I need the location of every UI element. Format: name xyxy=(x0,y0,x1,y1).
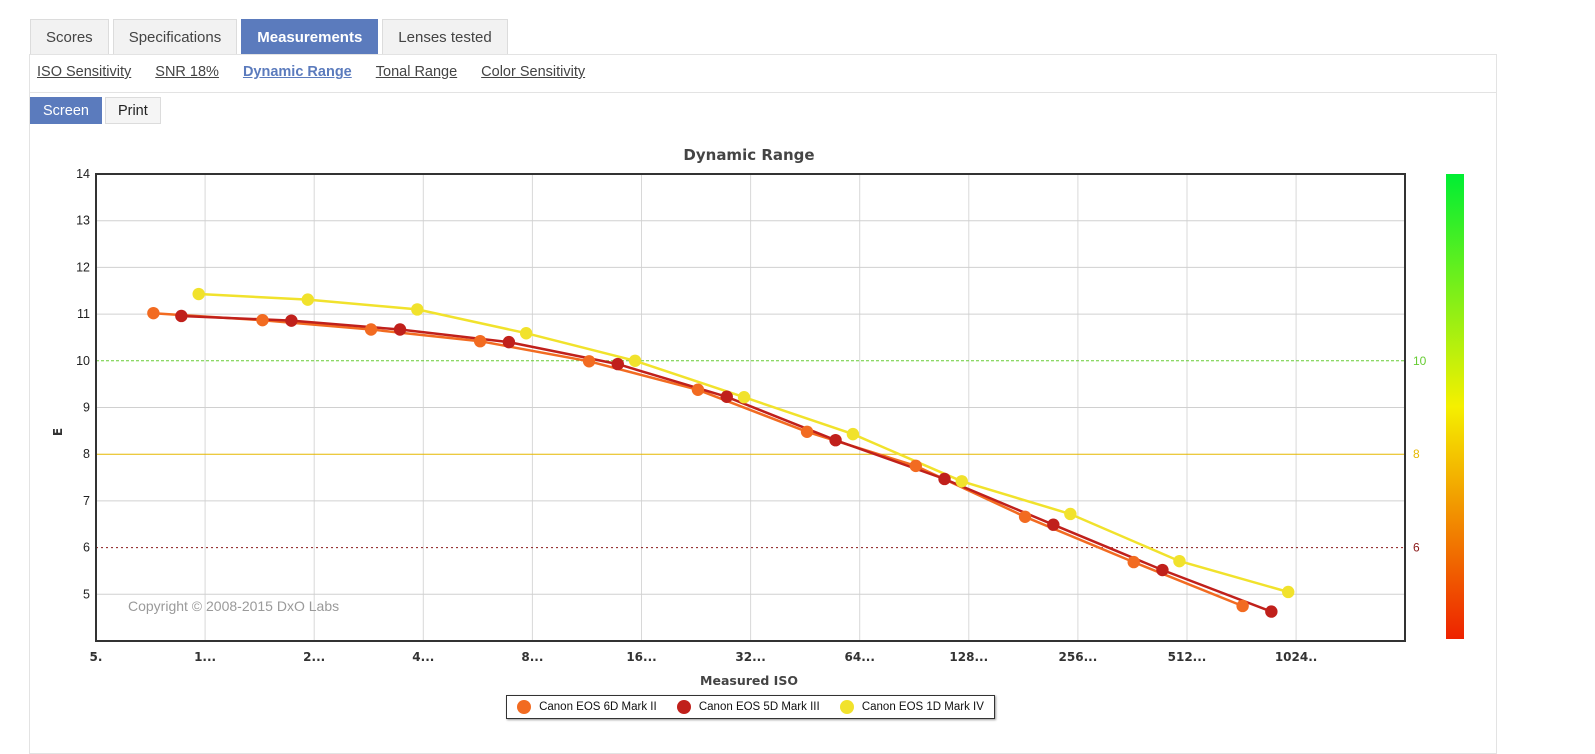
x-tick-label: 32... xyxy=(735,650,765,664)
data-point xyxy=(411,303,424,316)
mode-toggle: Screen Print xyxy=(30,97,161,124)
data-point xyxy=(1064,507,1077,521)
data-point xyxy=(909,459,922,473)
y-tick-label: 11 xyxy=(77,307,90,321)
reference-line-label: 8 xyxy=(1413,447,1420,461)
y-tick-label: 14 xyxy=(76,167,90,181)
tab-measurements[interactable]: Measurements xyxy=(241,19,379,54)
data-point xyxy=(846,427,860,441)
x-tick-label: 1... xyxy=(194,650,216,664)
tab-specifications[interactable]: Specifications xyxy=(112,19,238,54)
data-point xyxy=(519,327,533,340)
y-tick-label: 10 xyxy=(76,354,90,368)
data-point xyxy=(256,313,269,327)
data-point xyxy=(175,309,188,323)
plot-frame xyxy=(95,173,1406,642)
x-tick-label: 8... xyxy=(521,650,543,664)
x-tick-label: 512... xyxy=(1168,650,1207,664)
main-tabs: Scores Specifications Measurements Lense… xyxy=(30,19,508,54)
legend-item-1d-mark-iv[interactable]: Canon EOS 1D Mark IV xyxy=(839,700,984,714)
data-point xyxy=(473,334,487,348)
data-point xyxy=(1173,554,1186,568)
legend-label-5d-mark-iii: Canon EOS 5D Mark III xyxy=(698,701,820,713)
copyright-annotation: Copyright © 2008-2015 DxO Labs xyxy=(128,598,339,614)
data-point xyxy=(800,425,814,438)
mode-print-button[interactable]: Print xyxy=(104,97,161,124)
data-point xyxy=(829,433,842,447)
y-tick-label: 13 xyxy=(76,214,90,228)
mode-screen-button[interactable]: Screen xyxy=(30,97,102,124)
data-point xyxy=(393,323,407,336)
subnav-iso-sensitivity[interactable]: ISO Sensitivity xyxy=(37,64,132,80)
legend-item-5d-mark-iii[interactable]: Canon EOS 5D Mark III xyxy=(676,700,820,714)
y-tick-label: 5 xyxy=(83,587,90,601)
tab-scores[interactable]: Scores xyxy=(30,19,109,54)
x-tick-label: 64... xyxy=(845,650,875,664)
data-point xyxy=(737,391,751,404)
reference-line-label: 6 xyxy=(1413,541,1420,555)
data-point xyxy=(192,287,205,301)
data-point xyxy=(628,354,642,367)
x-tick-label: 128... xyxy=(949,650,988,664)
data-point xyxy=(301,293,314,306)
x-tick-label: 256... xyxy=(1059,650,1098,664)
data-point xyxy=(502,335,516,349)
data-point xyxy=(720,390,733,403)
subnav-tonal-range[interactable]: Tonal Range xyxy=(375,64,458,80)
subnav-color-sensitivity[interactable]: Color Sensitivity xyxy=(481,64,586,80)
x-axis-label: Measured ISO xyxy=(700,673,798,688)
legend-item-6d-mark-ii[interactable]: Canon EOS 6D Mark II xyxy=(517,700,657,714)
data-point xyxy=(147,306,160,320)
data-point xyxy=(1265,605,1278,618)
tab-lenses-tested[interactable]: Lenses tested xyxy=(382,19,508,54)
data-point xyxy=(1127,555,1140,569)
x-tick-label: 16... xyxy=(626,650,656,664)
reference-line-label: 10 xyxy=(1413,354,1427,368)
data-point xyxy=(1156,563,1169,577)
data-point xyxy=(582,355,596,368)
data-point xyxy=(1047,518,1060,531)
data-point xyxy=(1282,585,1295,599)
subnav-snr-18[interactable]: SNR 18% xyxy=(155,64,219,80)
subnav-divider xyxy=(30,92,1496,93)
y-tick-label: 7 xyxy=(83,494,90,508)
data-point xyxy=(611,357,624,371)
data-point xyxy=(285,314,298,327)
y-tick-label: 12 xyxy=(76,260,90,274)
subnav-dynamic-range[interactable]: Dynamic Range xyxy=(242,64,352,80)
data-point xyxy=(955,475,968,488)
measurement-subnav: ISO Sensitivity SNR 18% Dynamic Range To… xyxy=(37,64,585,80)
y-tick-label: 9 xyxy=(83,401,90,415)
legend-marker-5d-mark-iii xyxy=(676,700,691,714)
data-point xyxy=(1018,510,1032,523)
data-point xyxy=(938,472,951,486)
x-tick-label: 4... xyxy=(412,650,434,664)
x-tick-label: 1024.. xyxy=(1275,650,1318,664)
legend-label-6d-mark-ii: Canon EOS 6D Mark II xyxy=(539,701,657,713)
color-scale-bar xyxy=(1446,174,1464,639)
x-tick-label: 2... xyxy=(303,650,325,664)
y-axis-label: E xyxy=(51,428,65,436)
legend-marker-6d-mark-ii xyxy=(517,700,532,714)
chart-title: Dynamic Range xyxy=(683,146,814,164)
data-point xyxy=(1236,599,1249,613)
legend-marker-1d-mark-iv xyxy=(839,700,854,714)
y-tick-label: 6 xyxy=(83,541,90,555)
data-point xyxy=(691,383,705,396)
y-tick-label: 8 xyxy=(83,447,90,461)
data-point xyxy=(364,323,378,336)
x-tick-label: 5. xyxy=(90,650,103,664)
legend-label-1d-mark-iv: Canon EOS 1D Mark IV xyxy=(861,701,984,713)
chart-legend: Canon EOS 6D Mark II Canon EOS 5D Mark I… xyxy=(506,695,995,719)
